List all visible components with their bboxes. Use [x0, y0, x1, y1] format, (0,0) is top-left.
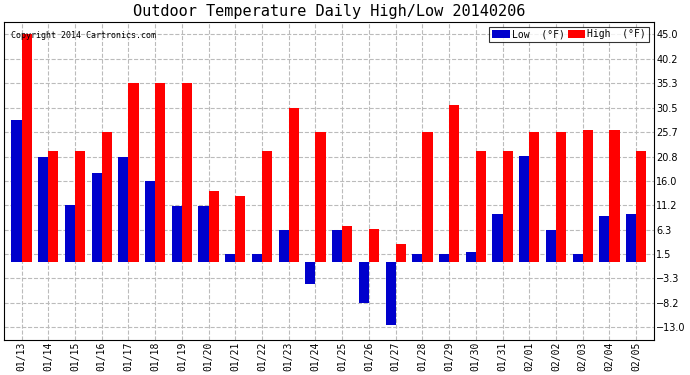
Bar	[172, 206, 182, 262]
Bar	[65, 205, 75, 262]
Bar	[636, 151, 647, 262]
Bar	[252, 254, 262, 262]
Bar	[38, 157, 48, 262]
Bar	[369, 229, 379, 262]
Bar	[315, 132, 326, 262]
Bar	[412, 254, 422, 262]
Bar	[118, 157, 128, 262]
Bar	[546, 230, 556, 262]
Bar	[395, 244, 406, 262]
Bar	[449, 105, 460, 262]
Bar	[21, 34, 32, 262]
Bar	[422, 132, 433, 262]
Bar	[493, 214, 502, 262]
Bar	[600, 216, 609, 262]
Legend: Low  (°F), High  (°F): Low (°F), High (°F)	[489, 27, 649, 42]
Bar	[289, 108, 299, 262]
Bar	[609, 130, 620, 262]
Bar	[208, 191, 219, 262]
Bar	[92, 173, 101, 262]
Bar	[502, 151, 513, 262]
Bar	[48, 151, 59, 262]
Bar	[573, 254, 583, 262]
Bar	[556, 132, 566, 262]
Bar	[235, 196, 246, 262]
Bar	[583, 130, 593, 262]
Bar	[476, 151, 486, 262]
Text: Copyright 2014 Cartronics.com: Copyright 2014 Cartronics.com	[10, 31, 156, 40]
Bar	[128, 83, 139, 262]
Bar	[439, 254, 449, 262]
Bar	[332, 230, 342, 262]
Bar	[199, 206, 208, 262]
Title: Outdoor Temperature Daily High/Low 20140206: Outdoor Temperature Daily High/Low 20140…	[132, 4, 525, 19]
Bar	[11, 120, 21, 262]
Bar	[386, 262, 395, 325]
Bar	[466, 252, 476, 262]
Bar	[519, 156, 529, 262]
Bar	[359, 262, 369, 303]
Bar	[145, 181, 155, 262]
Bar	[262, 151, 273, 262]
Bar	[225, 254, 235, 262]
Bar	[342, 226, 353, 262]
Bar	[75, 151, 85, 262]
Bar	[306, 262, 315, 285]
Bar	[626, 214, 636, 262]
Bar	[529, 132, 540, 262]
Bar	[182, 83, 192, 262]
Bar	[101, 132, 112, 262]
Bar	[279, 230, 289, 262]
Bar	[155, 83, 166, 262]
